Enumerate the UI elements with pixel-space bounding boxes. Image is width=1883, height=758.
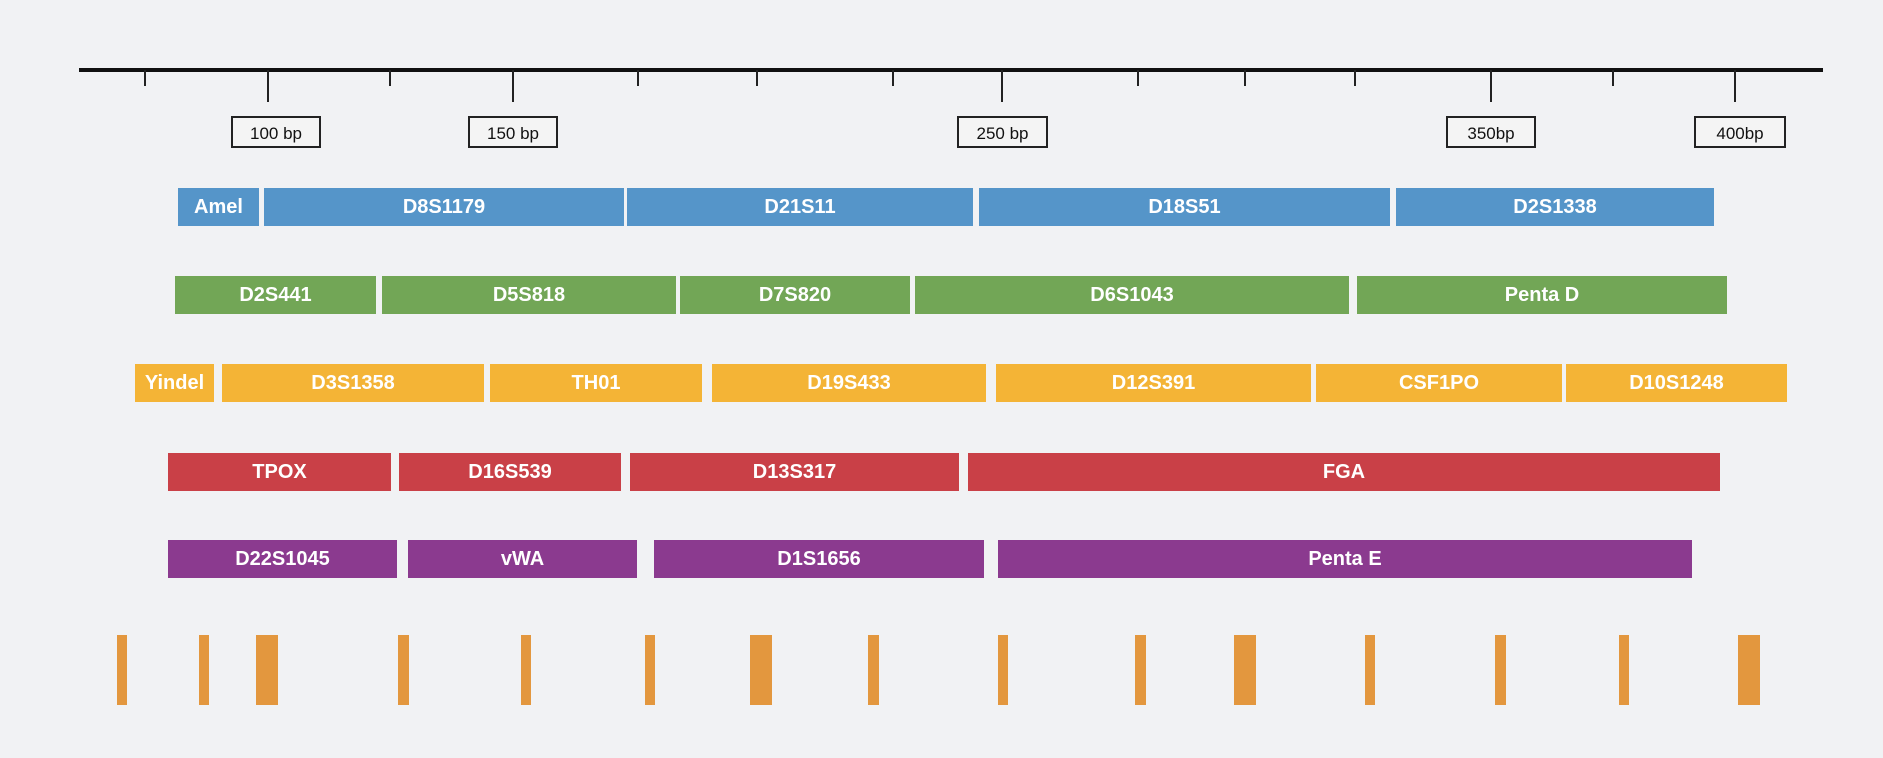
snp-marker bbox=[521, 635, 531, 705]
locus-d2s1338: D2S1338 bbox=[1396, 188, 1714, 226]
axis-minor-tick bbox=[389, 70, 391, 86]
axis-major-tick bbox=[1734, 70, 1736, 102]
locus-amel: Amel bbox=[178, 188, 259, 226]
locus-th01: TH01 bbox=[490, 364, 702, 402]
snp-marker bbox=[998, 635, 1008, 705]
locus-yindel: Yindel bbox=[135, 364, 214, 402]
snp-marker bbox=[1495, 635, 1506, 705]
snp-marker bbox=[199, 635, 209, 705]
locus-penta-e: Penta E bbox=[998, 540, 1692, 578]
locus-d10s1248: D10S1248 bbox=[1566, 364, 1787, 402]
snp-marker bbox=[398, 635, 409, 705]
locus-penta-d: Penta D bbox=[1357, 276, 1727, 314]
locus-d19s433: D19S433 bbox=[712, 364, 986, 402]
size-axis-line bbox=[79, 68, 1823, 72]
locus-fga: FGA bbox=[968, 453, 1720, 491]
locus-d5s818: D5S818 bbox=[382, 276, 676, 314]
locus-d8s1179: D8S1179 bbox=[264, 188, 624, 226]
axis-minor-tick bbox=[1137, 70, 1139, 86]
snp-marker bbox=[868, 635, 879, 705]
locus-d1s1656: D1S1656 bbox=[654, 540, 984, 578]
snp-marker bbox=[117, 635, 127, 705]
axis-major-tick bbox=[267, 70, 269, 102]
locus-d22s1045: D22S1045 bbox=[168, 540, 397, 578]
snp-marker bbox=[1135, 635, 1146, 705]
axis-minor-tick bbox=[637, 70, 639, 86]
locus-d2s441: D2S441 bbox=[175, 276, 376, 314]
locus-d13s317: D13S317 bbox=[630, 453, 959, 491]
locus-d21s11: D21S11 bbox=[627, 188, 973, 226]
snp-marker bbox=[1738, 635, 1760, 705]
bp-label: 250 bp bbox=[957, 116, 1048, 148]
axis-minor-tick bbox=[1244, 70, 1246, 86]
bp-label: 150 bp bbox=[468, 116, 558, 148]
axis-major-tick bbox=[1490, 70, 1492, 102]
locus-d3s1358: D3S1358 bbox=[222, 364, 484, 402]
snp-marker bbox=[1365, 635, 1375, 705]
locus-vwa: vWA bbox=[408, 540, 637, 578]
axis-major-tick bbox=[1001, 70, 1003, 102]
axis-minor-tick bbox=[756, 70, 758, 86]
axis-minor-tick bbox=[1612, 70, 1614, 86]
snp-marker bbox=[1619, 635, 1629, 705]
bp-label: 350bp bbox=[1446, 116, 1536, 148]
bp-label: 400bp bbox=[1694, 116, 1786, 148]
locus-csf1po: CSF1PO bbox=[1316, 364, 1562, 402]
axis-major-tick bbox=[512, 70, 514, 102]
axis-minor-tick bbox=[1354, 70, 1356, 86]
locus-d18s51: D18S51 bbox=[979, 188, 1390, 226]
snp-marker bbox=[750, 635, 772, 705]
locus-d16s539: D16S539 bbox=[399, 453, 621, 491]
locus-tpox: TPOX bbox=[168, 453, 391, 491]
locus-d6s1043: D6S1043 bbox=[915, 276, 1349, 314]
locus-d7s820: D7S820 bbox=[680, 276, 910, 314]
snp-marker bbox=[256, 635, 278, 705]
locus-d12s391: D12S391 bbox=[996, 364, 1311, 402]
bp-label: 100 bp bbox=[231, 116, 321, 148]
snp-marker bbox=[645, 635, 655, 705]
axis-minor-tick bbox=[144, 70, 146, 86]
snp-marker bbox=[1234, 635, 1256, 705]
axis-minor-tick bbox=[892, 70, 894, 86]
